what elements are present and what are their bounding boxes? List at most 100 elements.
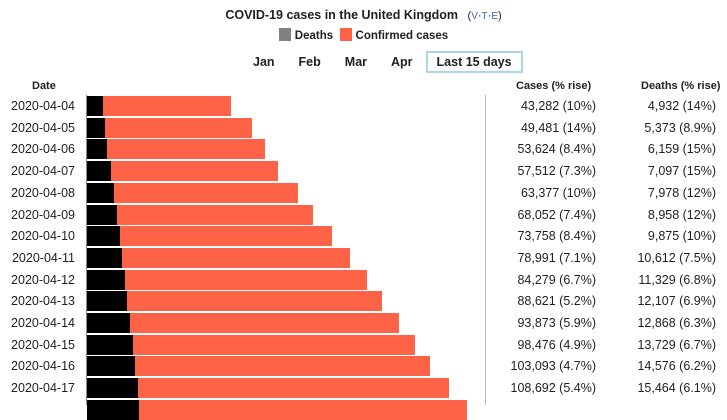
- talk-link[interactable]: T: [481, 11, 488, 22]
- table-row: 2020-04-07 57,512 (7.3%) 7,097 (15%): [0, 161, 727, 182]
- cases-value: 108,692 (5.4%): [510, 381, 596, 396]
- deaths-value: 15,464 (6.1%): [637, 381, 716, 396]
- cases-bar: [103, 96, 231, 116]
- table-row: 2020-04-10 73,758 (8.4%) 9,875 (10%): [0, 226, 727, 247]
- table-row: [0, 399, 727, 420]
- cases-value: 103,093 (4.7%): [510, 359, 596, 374]
- table-row: 2020-04-14 93,873 (5.9%) 12,868 (6.3%): [0, 313, 727, 333]
- deaths-bar: [87, 139, 108, 160]
- cases-bar: [116, 204, 314, 225]
- left-axis: [86, 95, 87, 405]
- table-row: 2020-04-11 78,991 (7.1%) 10,612 (7.5%): [0, 247, 727, 268]
- cases-value: 93,873 (5.9%): [517, 316, 596, 330]
- deaths-value: 11,329 (6.8%): [638, 272, 716, 287]
- deaths-bar: [87, 204, 117, 225]
- date-label: 2020-04-11: [11, 250, 75, 265]
- cases-value: 57,512 (7.3%): [517, 164, 596, 179]
- table-row: 2020-04-09 68,052 (7.4%) 8,958 (12%): [0, 204, 727, 225]
- cases-bar: [132, 334, 415, 355]
- deaths-bar: [87, 182, 114, 203]
- deaths-value: 13,729 (6.7%): [637, 337, 716, 352]
- table-row: 2020-04-12 84,279 (6.7%) 11,329 (6.8%): [0, 269, 727, 290]
- cases-bar: [138, 399, 467, 420]
- cases-bar: [127, 291, 382, 312]
- tab-feb[interactable]: Feb: [298, 55, 321, 69]
- cases-value: 68,052 (7.4%): [517, 207, 596, 222]
- cases-value: 49,481 (14%): [520, 120, 596, 135]
- view-link[interactable]: V: [471, 11, 478, 22]
- table-row: 2020-04-05 49,481 (14%) 5,373 (8.9%): [0, 117, 727, 138]
- deaths-bar: [87, 291, 128, 312]
- cases-value: 73,758 (8.4%): [517, 229, 596, 244]
- deaths-swatch: [278, 28, 291, 41]
- legend: Deaths Confirmed cases: [0, 28, 727, 42]
- deaths-bar: [87, 378, 139, 399]
- cases-value: 84,279 (6.7%): [517, 272, 596, 287]
- table-row: 2020-04-06 53,624 (8.4%) 6,159 (15%): [0, 139, 727, 160]
- table-row: 2020-04-15 98,476 (4.9%) 13,729 (6.7%): [0, 334, 727, 355]
- deaths-bar: [87, 269, 125, 290]
- legend-cases: Confirmed cases: [355, 30, 449, 42]
- deaths-bar: [87, 334, 133, 355]
- deaths-value: 6,159 (15%): [647, 142, 716, 157]
- date-label: 2020-04-13: [11, 294, 75, 309]
- date-label: 2020-04-17: [11, 381, 75, 396]
- cases-bar: [129, 313, 400, 333]
- deaths-bar: [87, 356, 136, 377]
- cases-bar: [110, 161, 279, 182]
- deaths-bar: [87, 117, 105, 138]
- cases-bar: [138, 378, 449, 399]
- deaths-value: 7,097 (15%): [647, 164, 716, 179]
- date-label: 2020-04-12: [11, 272, 75, 287]
- table-row: 2020-04-08 63,377 (10%) 7,978 (12%): [0, 182, 727, 203]
- cases-header: Cases (% rise): [516, 80, 592, 92]
- table-row: 2020-04-13 88,621 (5.2%) 12,107 (6.9%): [0, 291, 727, 312]
- cases-bar: [107, 139, 266, 160]
- deaths-value: 9,875 (10%): [647, 229, 716, 244]
- deaths-value: 12,107 (6.9%): [637, 294, 716, 309]
- deaths-bar: [87, 96, 104, 116]
- deaths-value: 8,958 (12%): [647, 207, 716, 222]
- chart-title: COVID-19 cases in the United Kingdom (V·…: [225, 8, 502, 22]
- tab-apr[interactable]: Apr: [391, 55, 413, 69]
- cases-bar: [119, 226, 333, 247]
- date-label: 2020-04-07: [11, 164, 75, 179]
- tab-mar[interactable]: Mar: [344, 55, 368, 69]
- date-label: 2020-04-05: [11, 120, 75, 135]
- cases-value: 78,991 (7.1%): [517, 250, 596, 265]
- cases-value: 98,476 (4.9%): [517, 337, 596, 352]
- cases-bar: [104, 117, 252, 138]
- legend-deaths: Deaths: [294, 30, 334, 42]
- cases-value: 63,377 (10%): [520, 185, 596, 200]
- deaths-value: 10,612 (7.5%): [637, 250, 716, 265]
- date-label: 2020-04-10: [11, 229, 75, 244]
- table-row: 2020-04-17 108,692 (5.4%) 15,464 (6.1%): [0, 378, 727, 399]
- cases-value: 43,282 (10%): [520, 99, 596, 113]
- deaths-value: 12,868 (6.3%): [637, 316, 716, 330]
- table-row: 2020-04-04 43,282 (10%) 4,932 (14%): [0, 96, 727, 116]
- date-header: Date: [32, 80, 56, 92]
- date-label: 2020-04-14: [11, 316, 75, 330]
- column-divider: [485, 95, 486, 405]
- tab-jan[interactable]: Jan: [253, 55, 275, 69]
- edit-link[interactable]: E: [491, 11, 498, 22]
- cases-bar: [135, 356, 430, 377]
- cases-swatch: [339, 28, 352, 41]
- cases-value: 88,621 (5.2%): [517, 294, 596, 309]
- date-label: 2020-04-08: [11, 185, 75, 200]
- date-label: 2020-04-15: [11, 337, 75, 352]
- date-label: 2020-04-04: [11, 99, 75, 113]
- deaths-bar: [87, 247, 123, 268]
- deaths-value: 14,576 (6.2%): [637, 359, 716, 374]
- vte-links: (V·T·E): [467, 10, 502, 22]
- date-label: 2020-04-09: [11, 207, 75, 222]
- cases-bar: [124, 269, 368, 290]
- cases-bar: [122, 247, 350, 268]
- deaths-header: Deaths (% rise): [641, 80, 721, 92]
- deaths-value: 7,978 (12%): [647, 185, 716, 200]
- cases-value: 53,624 (8.4%): [517, 142, 596, 157]
- deaths-bar: [87, 226, 120, 247]
- date-label: 2020-04-06: [11, 142, 75, 157]
- tab-last-15-days[interactable]: Last 15 days: [425, 51, 523, 73]
- date-label: 2020-04-16: [11, 359, 75, 374]
